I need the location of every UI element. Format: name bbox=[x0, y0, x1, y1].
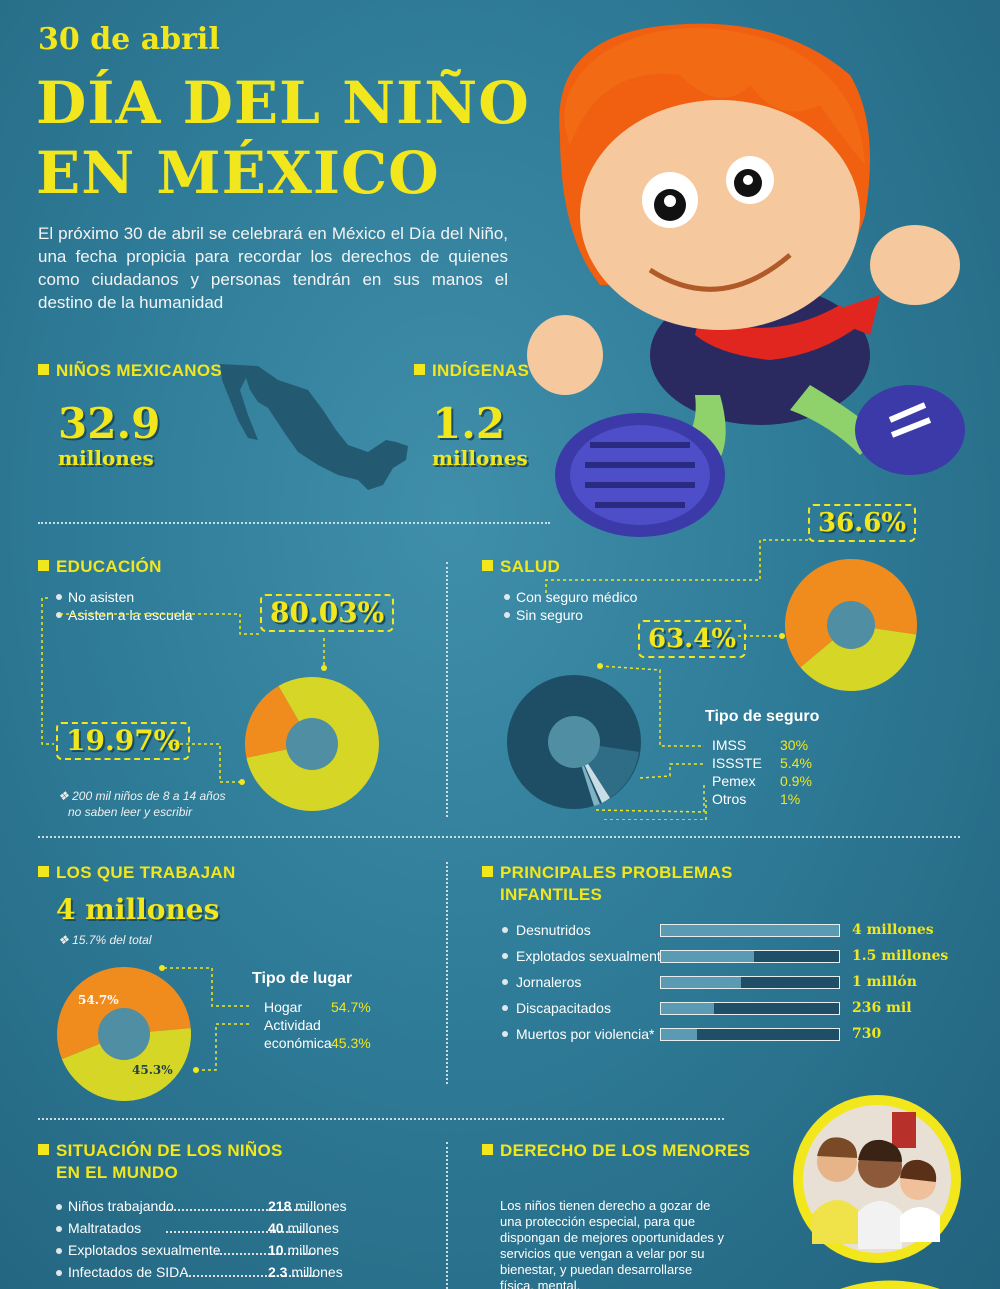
legend-row-imss: IMSS 30% bbox=[712, 737, 809, 753]
intro-paragraph: El próximo 30 de abril se celebrará en M… bbox=[38, 224, 508, 312]
heading-ninos-mexicanos: NIÑOS MEXICANOS bbox=[37, 361, 223, 380]
bar-track bbox=[660, 924, 840, 937]
vertical-divider bbox=[446, 862, 448, 1084]
divider bbox=[38, 836, 960, 838]
date-subtitle: 30 de abril bbox=[38, 22, 220, 57]
ninos-mexicanos-unit: millones bbox=[58, 446, 154, 470]
bar-track bbox=[660, 950, 840, 963]
bar-fill bbox=[661, 977, 742, 988]
pie-label-hogar: 54.7% bbox=[78, 993, 119, 1007]
list-item: Explotados sexualmente 1.5 millones bbox=[502, 948, 962, 974]
divider bbox=[38, 522, 550, 524]
trabajan-note: ❖ 15.7% del total bbox=[58, 933, 152, 947]
mexico-map-icon bbox=[220, 364, 408, 490]
educacion-legend: No asisten Asisten a la escuela bbox=[56, 588, 193, 624]
salud-donut-chart bbox=[785, 559, 917, 691]
educacion-note: ❖ 200 mil niños de 8 a 14 años no saben … bbox=[58, 788, 226, 820]
bar-fill bbox=[661, 1029, 697, 1040]
heading-salud: SALUD bbox=[481, 557, 561, 576]
heading-line-2: EN EL MUNDO bbox=[56, 1163, 178, 1182]
salud-pct-sin: 36.6% bbox=[808, 504, 917, 542]
bar-fill bbox=[661, 951, 754, 962]
cartoon-child-illustration bbox=[527, 23, 965, 537]
list-item: Niños trabajando 218 millones bbox=[56, 1198, 376, 1220]
legend-row-otros: Otros 1% bbox=[712, 791, 801, 807]
salud-pct-con: 63.4% bbox=[638, 620, 747, 658]
list-item: Explotados sexualmente 10 millones bbox=[56, 1242, 376, 1264]
indigenas-value: 1.2 bbox=[432, 399, 506, 448]
tipo-seguro-legend: IMSS 30% ISSSTE 5.4% Pemex 0.9% Otros 1% bbox=[712, 736, 832, 808]
list-item: Maltratados 40 millones bbox=[56, 1220, 376, 1242]
trabajan-value: 4 millones bbox=[56, 893, 220, 926]
vertical-divider bbox=[446, 1142, 448, 1289]
bar-fill bbox=[661, 1003, 715, 1014]
donut-slice bbox=[61, 1028, 192, 1101]
educacion-connector-lines bbox=[41, 597, 327, 785]
page-title: DÍA DEL NIÑO EN MÉXICO bbox=[36, 68, 530, 208]
list-item: Discapacitados 236 mil bbox=[502, 1000, 962, 1026]
bar-track bbox=[660, 1028, 840, 1041]
legend-item: Sin seguro bbox=[504, 606, 637, 624]
list-item: Infectados de SIDA 2.3 millones bbox=[56, 1264, 376, 1286]
heading-line-2: INFANTILES bbox=[500, 885, 603, 904]
decorative-yellow-arc bbox=[840, 1280, 940, 1289]
heading-indigenas: INDÍGENAS bbox=[413, 361, 530, 380]
tipo-lugar-legend: Hogar 54.7% Actividad económica 45.3% bbox=[264, 998, 394, 1052]
problemas-bar-list: Desnutridos 4 millones Explotados sexual… bbox=[502, 922, 962, 1062]
pie-label-actividad: 45.3% bbox=[132, 1063, 173, 1077]
legend-item: Asisten a la escuela bbox=[56, 606, 193, 624]
tipo-seguro-title: Tipo de seguro bbox=[705, 708, 820, 725]
children-photo bbox=[793, 1095, 961, 1263]
heading-problemas: PRINCIPALES PROBLEMAS INFANTILES bbox=[482, 862, 733, 906]
title-line-2: EN MÉXICO bbox=[36, 139, 440, 207]
heading-line-1: SITUACIÓN DE LOS NIÑOS bbox=[56, 1141, 283, 1160]
donut-slice bbox=[800, 625, 917, 691]
heading-los-que-trabajan: LOS QUE TRABAJAN bbox=[38, 863, 236, 882]
trabajan-connector-lines bbox=[159, 965, 252, 1073]
mundo-list: Niños trabajando 218 millones Maltratado… bbox=[56, 1198, 376, 1288]
legend-row-actividad: Actividad económica 45.3% bbox=[264, 1017, 371, 1051]
indigenas-unit: millones bbox=[432, 446, 528, 470]
heading-educacion: EDUCACIÓN bbox=[38, 557, 162, 576]
heading-line-1: PRINCIPALES PROBLEMAS bbox=[500, 863, 733, 882]
trabajan-donut-chart: 54.7% 45.3% bbox=[57, 967, 192, 1101]
legend-row-issste: ISSSTE 5.4% bbox=[712, 755, 812, 771]
educacion-donut-chart bbox=[245, 677, 379, 811]
vertical-divider bbox=[446, 562, 448, 817]
educacion-pct-asisten: 80.03% bbox=[260, 594, 395, 632]
salud-connector-lines bbox=[545, 539, 808, 820]
bar-fill bbox=[661, 925, 839, 936]
legend-item: No asisten bbox=[56, 588, 193, 606]
divider bbox=[38, 1118, 724, 1120]
tipo-seguro-donut-chart bbox=[507, 675, 641, 809]
ninos-mexicanos-value: 32.9 bbox=[58, 399, 161, 448]
list-item: Jornaleros 1 millón bbox=[502, 974, 962, 1000]
legend-row-pemex: Pemex 0.9% bbox=[712, 773, 812, 789]
note-line-2: no saben leer y escribir bbox=[68, 805, 193, 819]
list-item: Muertos por violencia* 730 bbox=[502, 1026, 962, 1052]
bar-track bbox=[660, 1002, 840, 1015]
tipo-lugar-title: Tipo de lugar bbox=[252, 970, 353, 987]
bar-track bbox=[660, 976, 840, 989]
heading-situacion-mundo: SITUACIÓN DE LOS NIÑOS EN EL MUNDO bbox=[38, 1140, 283, 1184]
note-line-1: ❖ 200 mil niños de 8 a 14 años bbox=[58, 789, 226, 803]
title-line-1: DÍA DEL NIÑO bbox=[36, 69, 530, 137]
list-item: Desnutridos 4 millones bbox=[502, 922, 962, 948]
legend-row-hogar: Hogar 54.7% bbox=[264, 999, 371, 1015]
derecho-paragraph: Los niños tienen derecho a gozar de una … bbox=[500, 1198, 725, 1289]
educacion-pct-no-asisten: 19.97% bbox=[56, 722, 191, 760]
heading-derecho: DERECHO DE LOS MENORES bbox=[481, 1141, 751, 1160]
